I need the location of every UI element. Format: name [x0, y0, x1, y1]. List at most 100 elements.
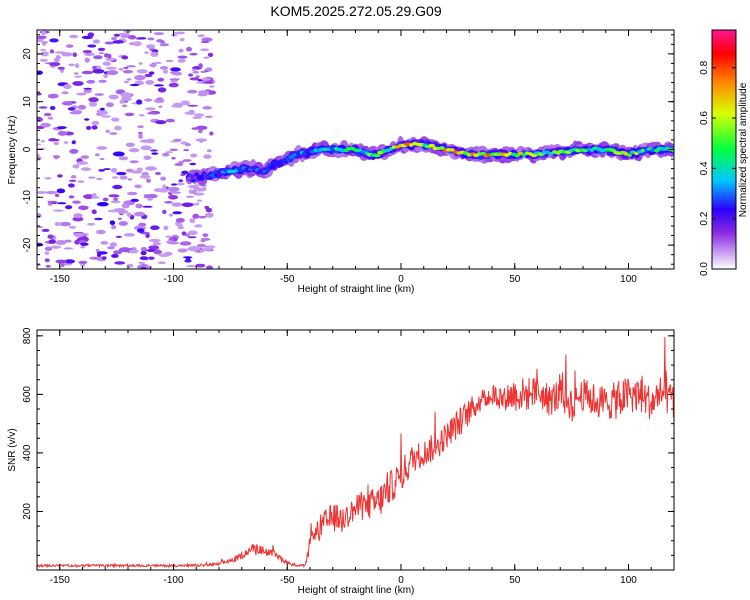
noise-speckle: [59, 221, 71, 227]
chart-title: KOM5.2025.272.05.29.G09: [270, 3, 441, 19]
noise-speckle: [189, 52, 198, 56]
noise-speckle: [40, 140, 45, 143]
noise-speckle: [108, 94, 119, 100]
noise-speckle: [201, 187, 207, 191]
noise-speckle: [63, 141, 69, 144]
noise-speckle: [87, 222, 96, 226]
noise-speckle: [44, 258, 50, 263]
noise-speckle: [131, 170, 142, 174]
noise-speckle: [96, 202, 109, 207]
ridge-core: [428, 143, 436, 148]
noise-speckle: [68, 179, 77, 182]
noise-speckle: [140, 266, 147, 269]
noise-speckle: [109, 209, 116, 213]
noise-speckle: [37, 191, 47, 194]
noise-speckle: [195, 202, 200, 206]
noise-speckle: [155, 171, 161, 176]
noise-speckle: [134, 75, 146, 81]
noise-speckle: [113, 250, 123, 255]
noise-speckle: [206, 265, 213, 269]
noise-speckle: [109, 132, 118, 135]
noise-speckle: [88, 176, 96, 179]
snr-series-line: [37, 337, 674, 569]
noise-speckle: [60, 263, 65, 268]
colorbar-tick-label: 0.4: [699, 161, 710, 175]
noise-speckle: [136, 69, 148, 74]
noise-speckle: [185, 143, 191, 147]
noise-speckle: [125, 142, 135, 147]
noise-speckle: [56, 202, 67, 205]
noise-speckle: [91, 125, 98, 130]
noise-speckle: [78, 205, 89, 211]
noise-speckle: [101, 115, 111, 118]
noise-speckle: [37, 213, 42, 219]
noise-speckle: [96, 177, 103, 181]
noise-speckle: [168, 82, 179, 88]
noise-speckle: [195, 138, 208, 142]
noise-speckle: [184, 111, 195, 115]
noise-speckle: [109, 220, 116, 225]
noise-speckle: [181, 170, 189, 175]
noise-speckle: [188, 73, 194, 77]
noise-speckle: [122, 70, 134, 74]
noise-speckle: [118, 32, 131, 36]
noise-speckle: [100, 241, 109, 245]
noise-speckle: [53, 141, 59, 146]
noise-speckle: [145, 233, 150, 238]
noise-speckle: [103, 53, 109, 58]
noise-speckle: [105, 57, 116, 62]
noise-speckle: [143, 98, 153, 102]
noise-speckle: [116, 171, 127, 176]
noise-speckle: [187, 246, 200, 252]
noise-speckle: [110, 200, 121, 204]
noise-speckle: [84, 118, 90, 121]
noise-speckle: [179, 38, 185, 42]
noise-speckle: [199, 249, 205, 253]
noise-speckle: [70, 175, 77, 179]
noise-speckle: [145, 194, 158, 199]
ridge-core: [432, 146, 438, 151]
noise-speckle: [103, 168, 111, 171]
noise-speckle: [45, 264, 51, 268]
noise-speckle: [56, 126, 67, 130]
noise-speckle: [74, 63, 80, 69]
noise-speckle: [186, 265, 196, 268]
noise-speckle: [145, 166, 157, 171]
noise-speckle: [52, 209, 64, 212]
noise-speckle: [123, 66, 129, 69]
noise-speckle: [187, 236, 197, 239]
noise-speckle: [126, 212, 132, 218]
noise-speckle: [209, 85, 215, 88]
snr-y-axis-label: SNR (v/v): [7, 428, 18, 471]
y-tick-label: 10: [22, 96, 33, 108]
x-tick-label: -100: [163, 274, 183, 285]
noise-speckle: [111, 167, 117, 173]
ridge-core: [439, 146, 445, 150]
noise-speckle: [168, 195, 179, 200]
noise-speckle: [98, 169, 105, 172]
ridge-core: [388, 147, 393, 151]
noise-speckle: [77, 180, 85, 184]
noise-speckle: [152, 241, 162, 246]
noise-speckle: [119, 175, 128, 180]
noise-speckle: [163, 251, 173, 256]
snr-plot-area: [37, 337, 674, 569]
noise-speckle: [202, 106, 212, 110]
noise-speckle: [99, 157, 105, 161]
noise-speckle: [186, 46, 192, 52]
noise-speckle: [124, 200, 131, 203]
noise-speckle: [47, 93, 59, 99]
noise-speckle: [193, 186, 201, 191]
noise-speckle: [138, 134, 143, 139]
noise-speckle: [179, 241, 192, 246]
noise-speckle: [49, 62, 61, 67]
noise-speckle: [188, 230, 198, 235]
noise-speckle: [105, 102, 114, 107]
noise-speckle: [38, 106, 48, 109]
noise-speckle: [65, 205, 73, 210]
noise-speckle: [207, 52, 214, 58]
noise-speckle: [86, 79, 96, 84]
noise-speckle: [69, 148, 79, 154]
noise-speckle: [137, 82, 144, 85]
noise-speckle: [181, 202, 194, 208]
